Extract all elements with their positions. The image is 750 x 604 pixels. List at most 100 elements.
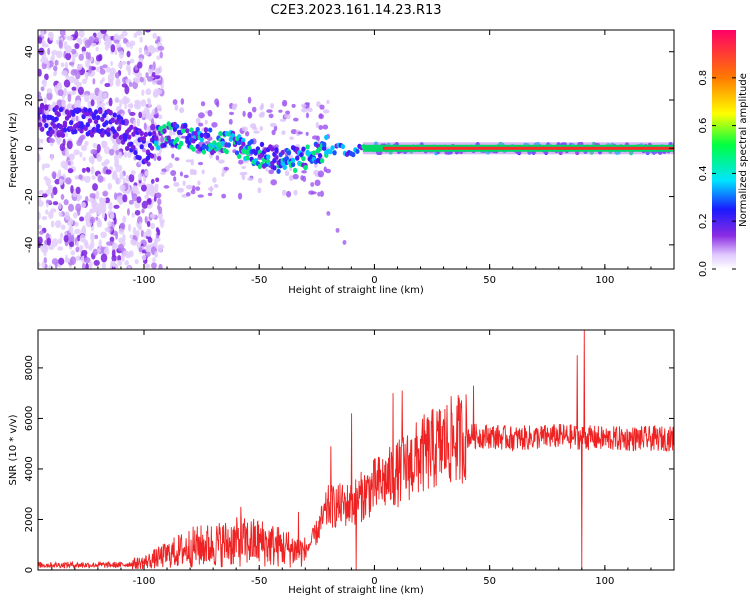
noise-blob xyxy=(91,175,96,180)
noise-blob xyxy=(69,241,75,248)
ridge-blob xyxy=(79,128,84,134)
ridge-blob xyxy=(191,146,196,152)
noise-blob xyxy=(207,109,213,117)
noise-blob xyxy=(90,232,95,242)
tail-blob xyxy=(342,240,347,245)
noise-blob xyxy=(293,189,298,196)
noise-blob xyxy=(163,185,170,189)
noise-blob xyxy=(100,30,107,35)
ridge-blob xyxy=(162,142,167,148)
noise-blob xyxy=(99,68,106,75)
noise-blob xyxy=(158,263,163,269)
ridge-blob xyxy=(129,124,134,130)
noise-blob xyxy=(100,231,107,239)
ridge-blob xyxy=(274,147,279,153)
noise-blob xyxy=(160,84,164,89)
ridge-blob xyxy=(299,152,304,158)
noise-blob xyxy=(97,217,101,225)
noise-blob xyxy=(281,130,286,135)
noise-blob xyxy=(132,226,137,236)
noise-blob xyxy=(169,129,173,137)
ridge-blob xyxy=(91,114,97,121)
noise-blob xyxy=(94,234,99,240)
noise-blob xyxy=(47,184,53,192)
noise-blob xyxy=(119,99,123,108)
ridge-blob xyxy=(174,123,180,129)
noise-blob xyxy=(215,155,220,161)
noise-blob xyxy=(242,110,246,117)
noise-blob xyxy=(102,141,108,148)
noise-blob xyxy=(123,151,128,158)
noise-blob xyxy=(57,246,64,251)
noise-blob xyxy=(90,71,96,76)
noise-blob xyxy=(66,103,71,110)
noise-blob xyxy=(40,30,45,37)
noise-blob xyxy=(42,78,47,88)
ridge-blob xyxy=(207,127,213,133)
noise-blob xyxy=(38,196,42,203)
ridge-blob xyxy=(112,112,117,118)
noise-blob xyxy=(289,136,294,140)
noise-blob xyxy=(84,94,90,103)
noise-blob xyxy=(189,168,195,176)
snr-panel: -100 -50 0 50 100 0 2000 4000 6000 8000 Height of… xyxy=(8,329,675,596)
ridge-blob xyxy=(280,149,285,156)
noise-blob xyxy=(100,253,108,263)
noise-blob xyxy=(58,211,63,217)
noise-blob xyxy=(85,59,91,68)
noise-blob xyxy=(145,113,151,120)
noise-blob xyxy=(111,254,117,262)
ridge-blob xyxy=(127,134,132,140)
ridge-blob xyxy=(201,144,207,150)
ridge-blob xyxy=(282,164,287,171)
noise-blob xyxy=(270,179,278,186)
noise-blob xyxy=(56,39,60,45)
noise-blob xyxy=(98,239,102,249)
noise-blob xyxy=(108,148,115,156)
noise-blob xyxy=(126,50,131,58)
noise-blob xyxy=(96,143,101,153)
noise-blob xyxy=(59,30,66,36)
noise-blob xyxy=(114,72,120,79)
noise-blob xyxy=(65,148,69,158)
noise-blob xyxy=(66,140,73,150)
noise-blob xyxy=(150,178,155,184)
noise-blob xyxy=(128,199,134,205)
noise-blob xyxy=(54,220,62,228)
noise-blob xyxy=(143,231,147,239)
noise-blob xyxy=(73,149,80,156)
noise-blob xyxy=(190,158,194,166)
noise-blob xyxy=(122,194,128,203)
noise-blob xyxy=(127,103,134,108)
noise-blob xyxy=(139,76,145,83)
noise-blob xyxy=(279,118,287,122)
noise-blob xyxy=(118,227,125,235)
noise-blob xyxy=(63,87,68,97)
noise-blob xyxy=(103,146,111,155)
ridge-blob xyxy=(189,127,194,133)
noise-blob xyxy=(113,217,117,225)
noise-blob xyxy=(278,109,283,113)
noise-blob xyxy=(154,113,159,119)
noise-blob xyxy=(300,175,304,181)
noise-blob xyxy=(128,81,133,88)
noise-blob xyxy=(42,193,48,198)
noise-blob xyxy=(109,236,115,243)
noise-blob xyxy=(292,173,299,180)
noise-blob xyxy=(74,228,81,235)
snr-y-tick-label: 0 xyxy=(24,567,35,573)
ridge-blob xyxy=(39,104,45,110)
noise-blob xyxy=(301,170,307,174)
noise-blob xyxy=(77,64,83,71)
noise-blob xyxy=(81,46,87,53)
noise-blob xyxy=(289,167,293,172)
noise-blob xyxy=(154,239,158,248)
noise-blob xyxy=(42,56,49,64)
noise-blob xyxy=(74,43,80,50)
noise-blob xyxy=(81,51,86,56)
noise-blob xyxy=(148,64,153,70)
noise-blob xyxy=(268,113,274,119)
noise-blob xyxy=(135,30,143,36)
noise-blob xyxy=(102,64,108,69)
noise-blob xyxy=(74,30,79,39)
